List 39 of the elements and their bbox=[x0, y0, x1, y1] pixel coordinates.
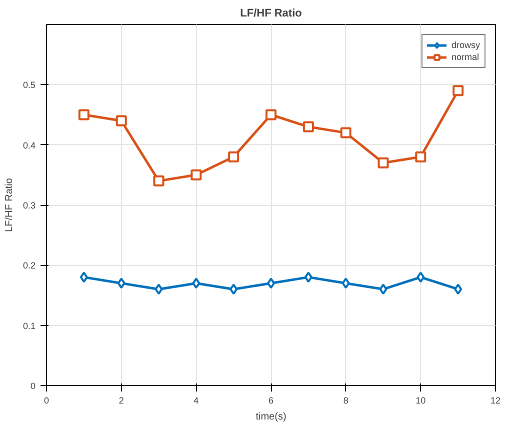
point bbox=[340, 127, 352, 138]
y-tick-label: 0.2 bbox=[22, 260, 36, 271]
point bbox=[378, 157, 389, 168]
point bbox=[80, 272, 88, 283]
y-tick-label: 0.3 bbox=[22, 200, 36, 210]
y-tick-label: 0.5 bbox=[22, 80, 36, 90]
y-tick-label: 0.1 bbox=[22, 320, 36, 331]
point bbox=[266, 109, 276, 120]
point bbox=[342, 278, 350, 289]
point bbox=[379, 284, 388, 295]
point bbox=[416, 272, 425, 283]
y-tick-label: 0 bbox=[30, 381, 36, 391]
x-axis-title: time(s) bbox=[256, 412, 286, 422]
legend-label: drowsy bbox=[451, 40, 480, 50]
x-tick-label: 12 bbox=[490, 396, 501, 406]
point bbox=[415, 151, 426, 162]
point bbox=[117, 278, 126, 289]
legend-label: normal bbox=[451, 52, 479, 62]
point bbox=[230, 284, 238, 295]
chart-title: LF/HF Ratio bbox=[240, 8, 302, 20]
y-tick-label: 0.4 bbox=[22, 140, 36, 150]
point bbox=[304, 272, 312, 283]
x-tick-label: 4 bbox=[194, 396, 199, 406]
point bbox=[302, 121, 314, 132]
x-tick-label: 6 bbox=[268, 396, 274, 406]
point bbox=[153, 175, 164, 186]
point bbox=[452, 85, 464, 96]
point bbox=[78, 109, 90, 120]
point bbox=[190, 169, 202, 180]
x-tick-label: 2 bbox=[118, 396, 124, 406]
point bbox=[116, 115, 127, 126]
point bbox=[454, 284, 462, 295]
point bbox=[154, 284, 163, 295]
x-tick-label: 0 bbox=[44, 396, 50, 406]
x-tick-label: 8 bbox=[343, 396, 348, 406]
y-axis-title: LF/HF Ratio bbox=[4, 178, 15, 232]
point bbox=[228, 151, 240, 162]
x-tick-label: 10 bbox=[416, 396, 426, 406]
point bbox=[192, 278, 200, 289]
